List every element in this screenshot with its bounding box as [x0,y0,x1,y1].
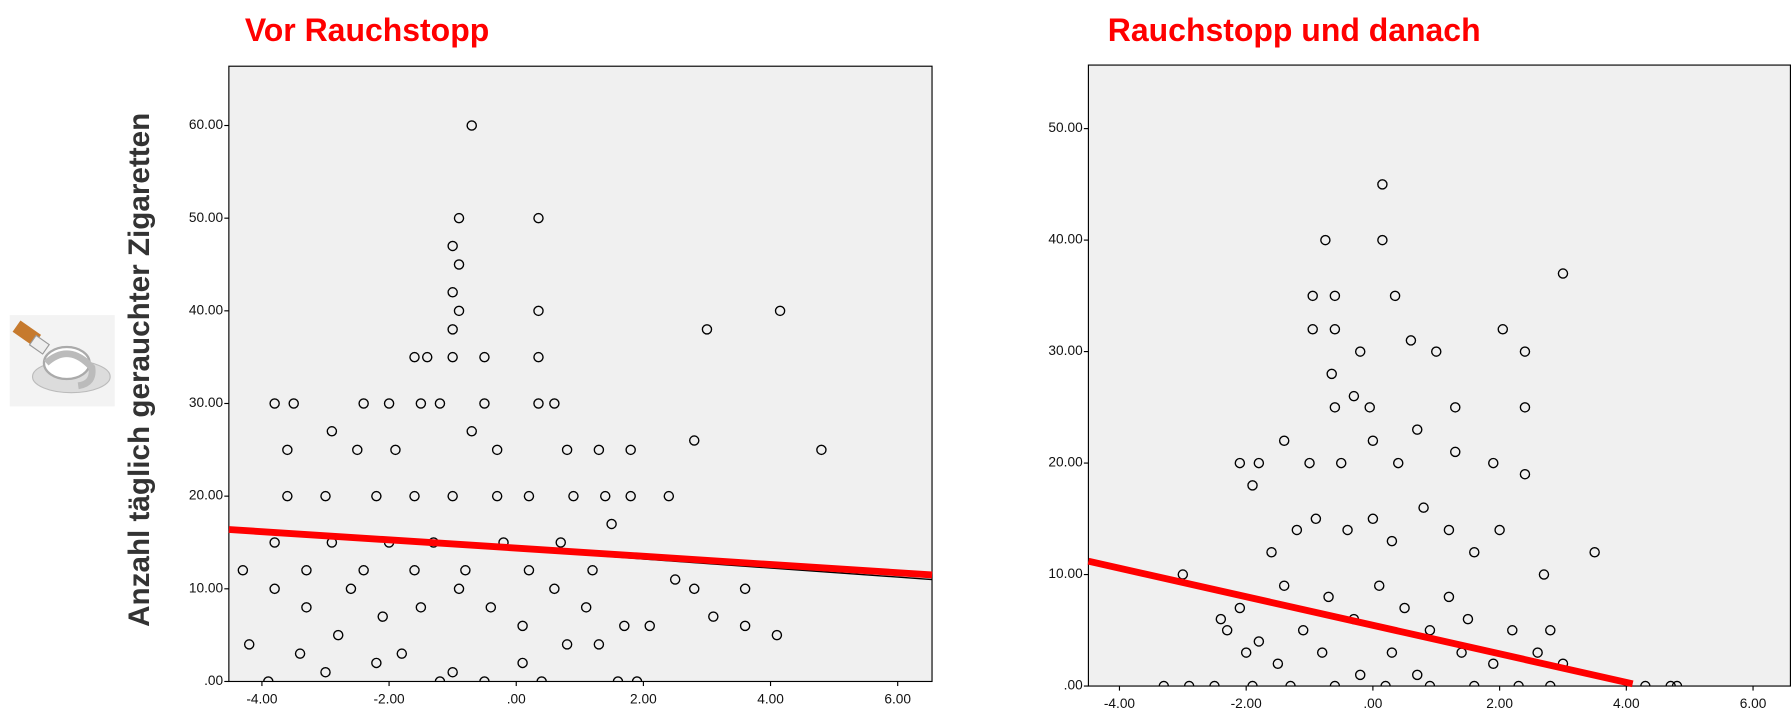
x-tick-label: .00 [1363,696,1382,711]
y-tick-label: .00 [204,673,223,688]
x-tick-label: 4.00 [757,691,784,706]
y-tick-label: .00 [1064,678,1083,693]
y-tick-label: 40.00 [189,302,224,317]
y-tick-label: 30.00 [1048,343,1083,358]
chart-title: Rauchstopp und danach [1108,12,1481,48]
plot-area [1088,65,1790,686]
cigarette-icon [10,315,115,406]
x-tick-label: -4.00 [1104,696,1136,711]
x-tick-label: -2.00 [373,691,405,706]
page: {"chart_data":[ {"type":"scatter","title… [0,0,1791,718]
y-tick-label: 40.00 [1048,232,1083,247]
plot-area [229,66,932,681]
y-axis-label: Anzahl täglich gerauchter Zigaretten [123,113,156,627]
x-tick-label: 2.00 [1486,696,1513,711]
y-tick-label: 20.00 [1048,455,1083,470]
x-tick-label: 2.00 [630,691,657,706]
x-tick-label: 6.00 [1740,696,1767,711]
y-tick-label: 50.00 [189,210,224,225]
y-tick-label: 60.00 [189,117,224,132]
chart: Vor Rauchstopp Rauchstopp und danach Anz… [0,0,1791,718]
x-tick-label: 6.00 [884,691,911,706]
y-tick-label: 10.00 [1048,566,1083,581]
x-tick-label: .00 [507,691,526,706]
x-tick-label: -4.00 [246,691,278,706]
y-tick-label: 10.00 [189,580,224,595]
x-tick-label: -2.00 [1231,696,1263,711]
y-tick-label: 50.00 [1048,120,1083,135]
x-tick-label: 4.00 [1613,696,1640,711]
chart-title: Vor Rauchstopp [245,12,489,48]
y-tick-label: 20.00 [189,488,224,503]
y-tick-label: 30.00 [189,395,224,410]
